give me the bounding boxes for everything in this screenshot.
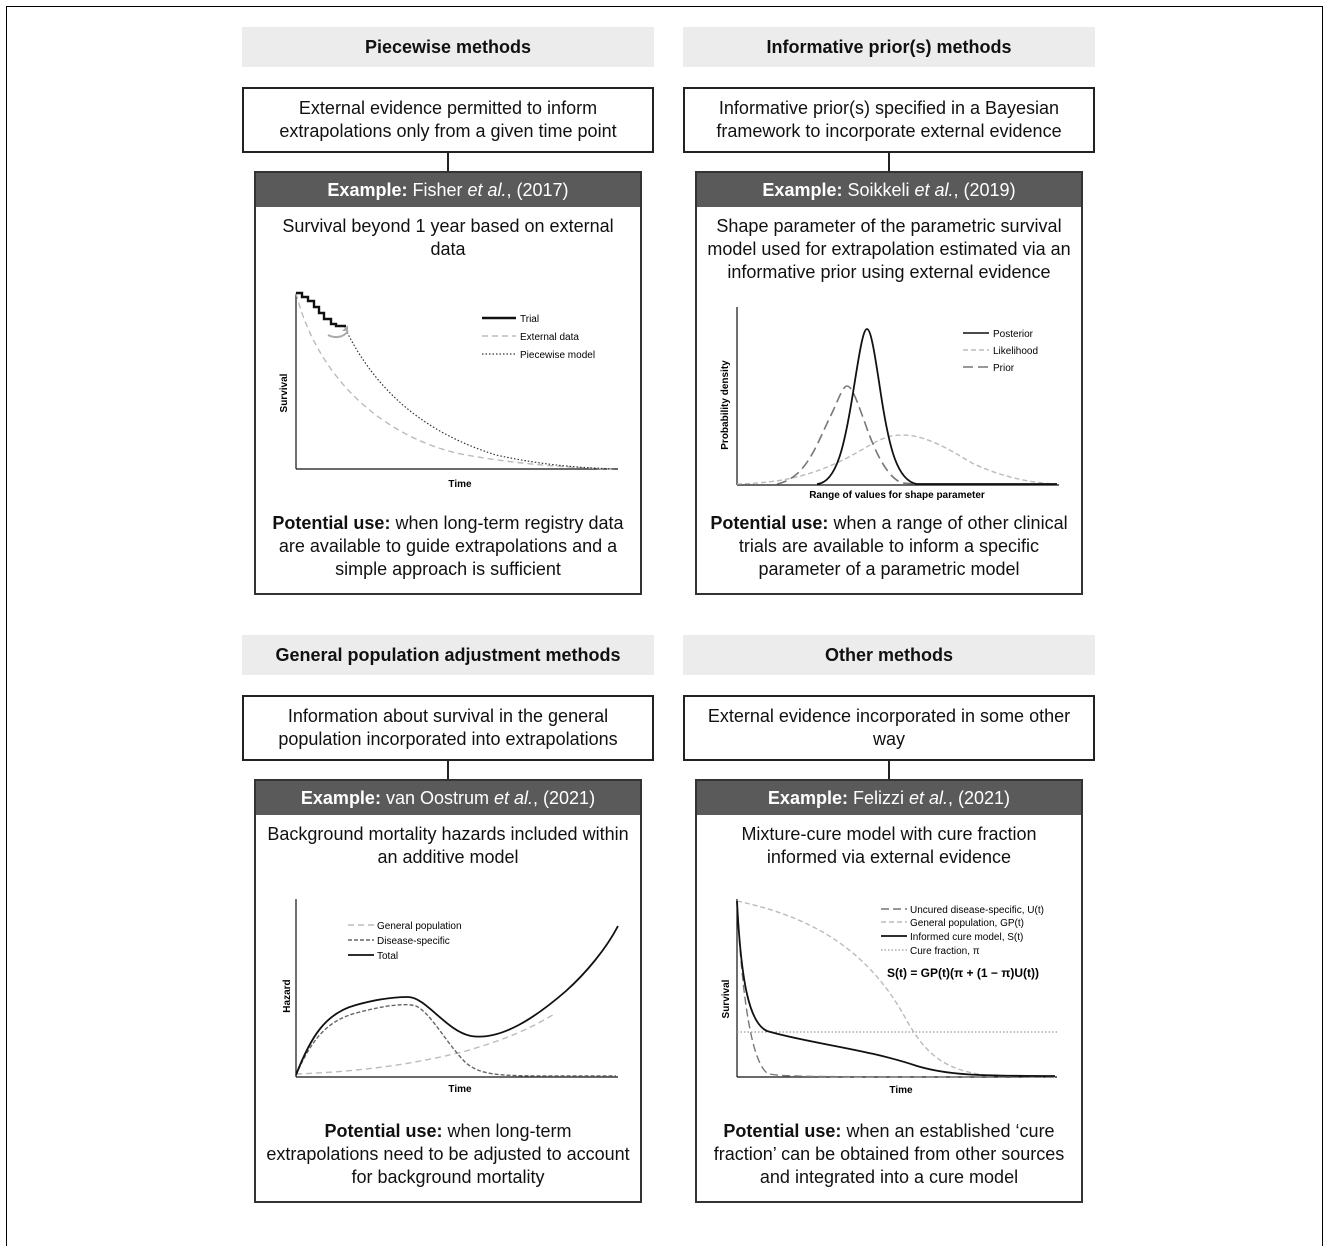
example-label: Example: <box>327 179 408 200</box>
legend-general: General population, GP(t) <box>910 918 1024 929</box>
legend-trial: Trial <box>520 314 539 325</box>
y-axis-label: Hazard <box>282 979 293 1012</box>
potential-use: Potential use: when an established ‘cure… <box>707 1120 1071 1189</box>
example-title: Example: Soikkeli et al. , (2019) <box>697 173 1081 207</box>
y-axis-label: Survival <box>279 373 290 412</box>
legend-informed: Informed cure model, S(t) <box>910 932 1023 943</box>
use-label: Potential use: <box>272 513 391 533</box>
panel-header: Informative prior(s) methods <box>683 27 1095 67</box>
connector-line <box>888 761 890 779</box>
example-description: Shape parameter of the parametric surviv… <box>707 216 1071 282</box>
example-box: Example: Soikkeli et al. , (2019) Shape … <box>695 171 1083 595</box>
example-title: Example: van Oostrum et al. , (2021) <box>256 781 640 815</box>
legend-disease: Disease-specific <box>377 936 450 947</box>
use-text: when long-term registry data are availab… <box>278 513 624 579</box>
use-text: when a range of other clinical trials ar… <box>738 513 1068 579</box>
legend-prior: Prior <box>993 363 1015 374</box>
method-description: Informative prior(s) specified in a Baye… <box>683 87 1095 153</box>
survival-chart: Survival Time Trial External data Piecew… <box>279 291 618 490</box>
cure-model-formula: S(t) = GP(t)(π + (1 − π)U(t)) <box>887 966 1039 980</box>
method-description: External evidence incorporated in some o… <box>683 695 1095 761</box>
legend-general: General population <box>377 921 462 932</box>
legend-cure: Cure fraction, π <box>910 946 980 957</box>
example-year: , (2017) <box>506 179 569 200</box>
arrow-head <box>342 325 348 331</box>
example-description: Survival beyond 1 year based on external… <box>282 216 614 259</box>
legend-uncured: Uncured disease-specific, U(t) <box>910 905 1044 916</box>
legend-external: External data <box>520 332 579 343</box>
disease-specific-line <box>295 1004 616 1077</box>
prior-curve <box>776 385 918 485</box>
x-axis-label: Time <box>889 1085 913 1096</box>
panel-header: General population adjustment methods <box>242 635 654 675</box>
method-description: Information about survival in the genera… <box>242 695 654 761</box>
hazard-chart: Hazard Time General population Disease-s… <box>282 899 619 1095</box>
y-axis-label: Probability density <box>720 360 731 450</box>
use-label: Potential use: <box>710 513 829 533</box>
example-author: Fisher <box>412 179 463 200</box>
trial-km-line <box>296 291 346 328</box>
potential-use: Potential use: when a range of other cli… <box>707 512 1071 581</box>
connector-line <box>447 153 449 171</box>
uncured-disease-curve <box>736 900 1056 1078</box>
piecewise-model-line <box>343 325 617 470</box>
informed-cure-curve <box>736 900 1056 1077</box>
potential-use: Potential use: when long-term extrapolat… <box>266 1120 630 1189</box>
total-hazard-line <box>295 925 619 1076</box>
example-author: Soikkeli <box>847 179 910 200</box>
x-axis-label: Time <box>448 479 472 490</box>
x-axis-label: Time <box>448 1084 472 1095</box>
example-author: van Oostrum <box>385 787 489 808</box>
example-box: Example: Fisher et al. , (2017) Survival… <box>254 171 642 595</box>
method-description: External evidence permitted to inform ex… <box>242 87 654 153</box>
example-label: Example: <box>762 179 843 200</box>
external-data-line <box>295 292 617 470</box>
example-etal: et al. <box>908 787 949 808</box>
posterior-curve <box>816 328 1057 485</box>
example-box: Example: Felizzi et al. , (2021) Mixture… <box>695 779 1083 1203</box>
legend-posterior: Posterior <box>993 329 1034 340</box>
example-title: Example: Fisher et al. , (2017) <box>256 173 640 207</box>
use-text: when long-term extrapolations need to be… <box>266 1121 630 1187</box>
potential-use: Potential use: when long-term registry d… <box>266 512 630 581</box>
example-etal: et al. <box>467 179 507 200</box>
example-title: Example: Felizzi et al. , (2021) <box>697 781 1081 815</box>
x-axis-label: Range of values for shape parameter <box>809 490 985 501</box>
example-description: Background mortality hazards included wi… <box>267 824 629 867</box>
density-chart: Probability density Range of values for … <box>720 307 1059 501</box>
general-population-curve <box>736 900 1056 1078</box>
example-year: , (2021) <box>948 787 1011 808</box>
arrow-curve <box>327 330 349 339</box>
example-description: Mixture-cure model with cure fraction in… <box>741 824 1037 867</box>
y-axis-label: Survival <box>721 979 732 1018</box>
connector-line <box>447 761 449 779</box>
example-year: , (2019) <box>953 179 1016 200</box>
cure-model-chart: Survival Time Uncured disease-specific, … <box>721 899 1057 1096</box>
connector-line <box>888 153 890 171</box>
example-author: Felizzi <box>852 787 904 808</box>
likelihood-curve <box>736 434 1058 485</box>
figure-frame <box>6 6 1323 1246</box>
example-etal: et al. <box>494 787 534 808</box>
use-label: Potential use: <box>324 1121 443 1141</box>
legend-likelihood: Likelihood <box>993 346 1038 357</box>
panel-header: Other methods <box>683 635 1095 675</box>
example-label: Example: <box>767 787 848 808</box>
example-box: Example: van Oostrum et al. , (2021) Bac… <box>254 779 642 1203</box>
use-text: when an established ‘cure fraction’ can … <box>713 1121 1065 1187</box>
example-etal: et al. <box>914 179 954 200</box>
example-year: , (2021) <box>533 787 596 808</box>
legend-total: Total <box>377 951 398 962</box>
panel-header: Piecewise methods <box>242 27 654 67</box>
use-label: Potential use: <box>723 1121 842 1141</box>
legend-piecewise: Piecewise model <box>520 350 595 361</box>
example-label: Example: <box>300 787 381 808</box>
